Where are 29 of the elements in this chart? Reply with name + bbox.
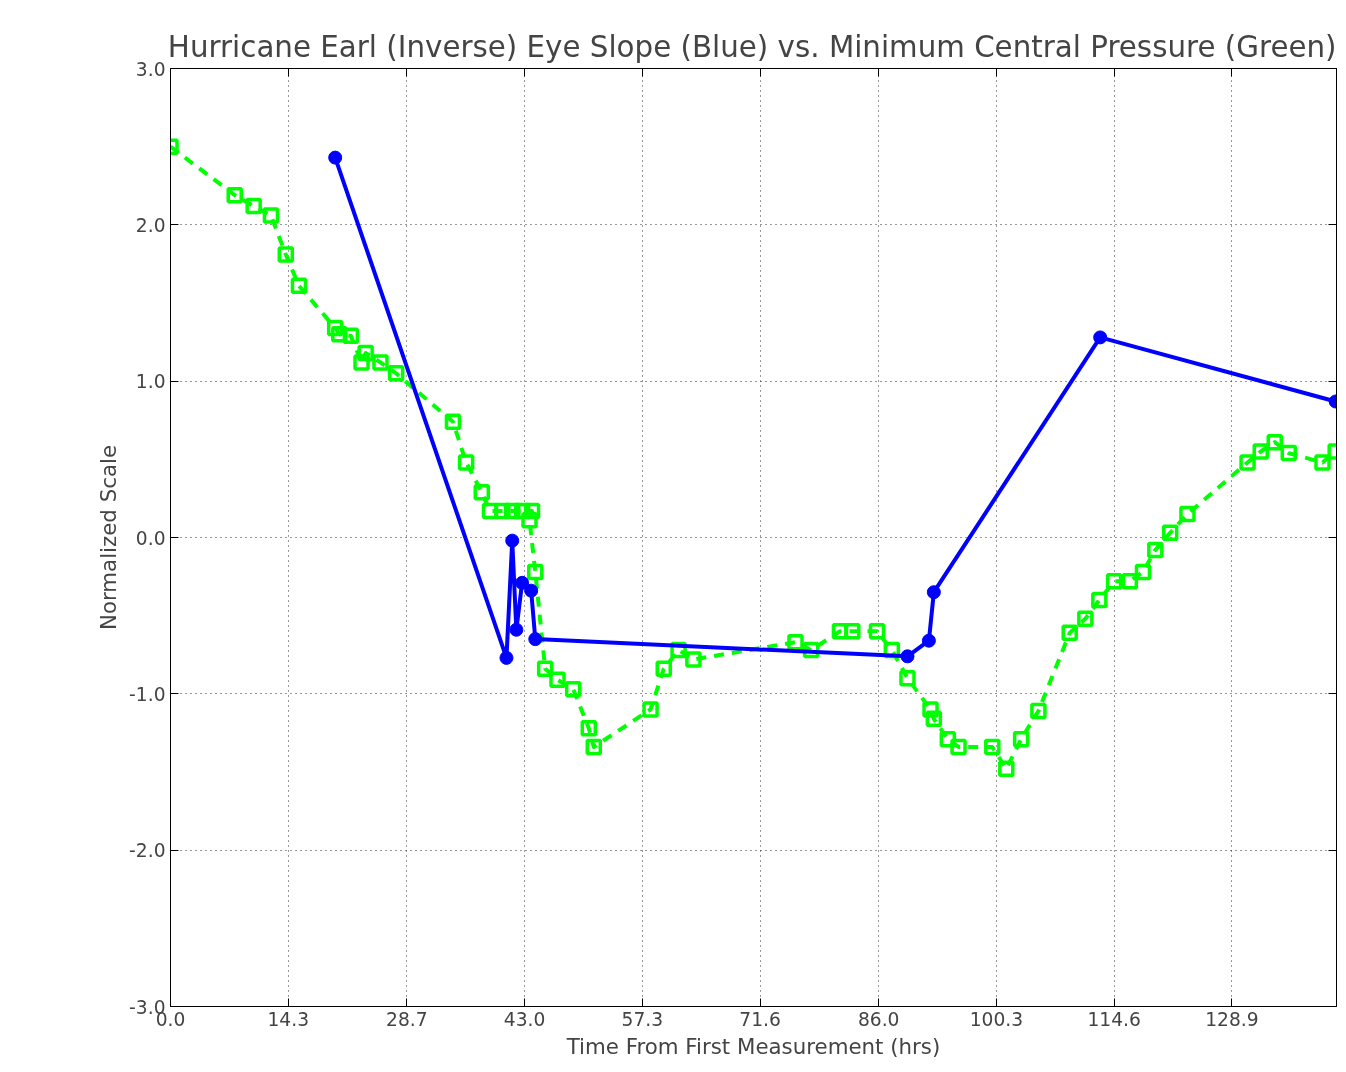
point	[921, 633, 936, 648]
point	[499, 650, 514, 665]
x-tick-label: 128.9	[1205, 1008, 1259, 1030]
x-tick-label: 114.6	[1087, 1008, 1141, 1030]
point	[926, 585, 941, 600]
x-tick-label: 100.3	[969, 1008, 1024, 1030]
x-tick-label: 28.7	[386, 1008, 428, 1030]
point	[900, 649, 915, 664]
point	[505, 533, 520, 548]
point	[524, 583, 539, 598]
point	[515, 575, 530, 590]
x-tick-label: 43.0	[503, 1008, 546, 1030]
x-tick-label: 71.6	[739, 1008, 781, 1030]
y-tick-label: 0.0	[135, 527, 166, 549]
y-axis-title: Normalized Scale	[96, 444, 122, 631]
y-tick-label: -1.0	[129, 683, 166, 705]
y-tick-label: 3.0	[135, 58, 166, 80]
y-tick-label: 1.0	[135, 371, 166, 393]
x-axis-title: Time From First Measurement (hrs)	[565, 1033, 941, 1059]
x-tick-label: 14.3	[267, 1008, 310, 1030]
y-tick-label: -2.0	[129, 840, 166, 862]
point	[328, 150, 343, 165]
point	[528, 632, 543, 647]
chart-title: Hurricane Earl (Inverse) Eye Slope (Blue) vs. Minimum Central Pressure (Green)	[167, 29, 1337, 64]
x-tick-label: 86.0	[857, 1008, 900, 1030]
y-tick-label: 2.0	[135, 214, 166, 236]
point	[1093, 330, 1108, 345]
point	[509, 622, 524, 637]
x-tick-label: 57.3	[621, 1008, 664, 1030]
